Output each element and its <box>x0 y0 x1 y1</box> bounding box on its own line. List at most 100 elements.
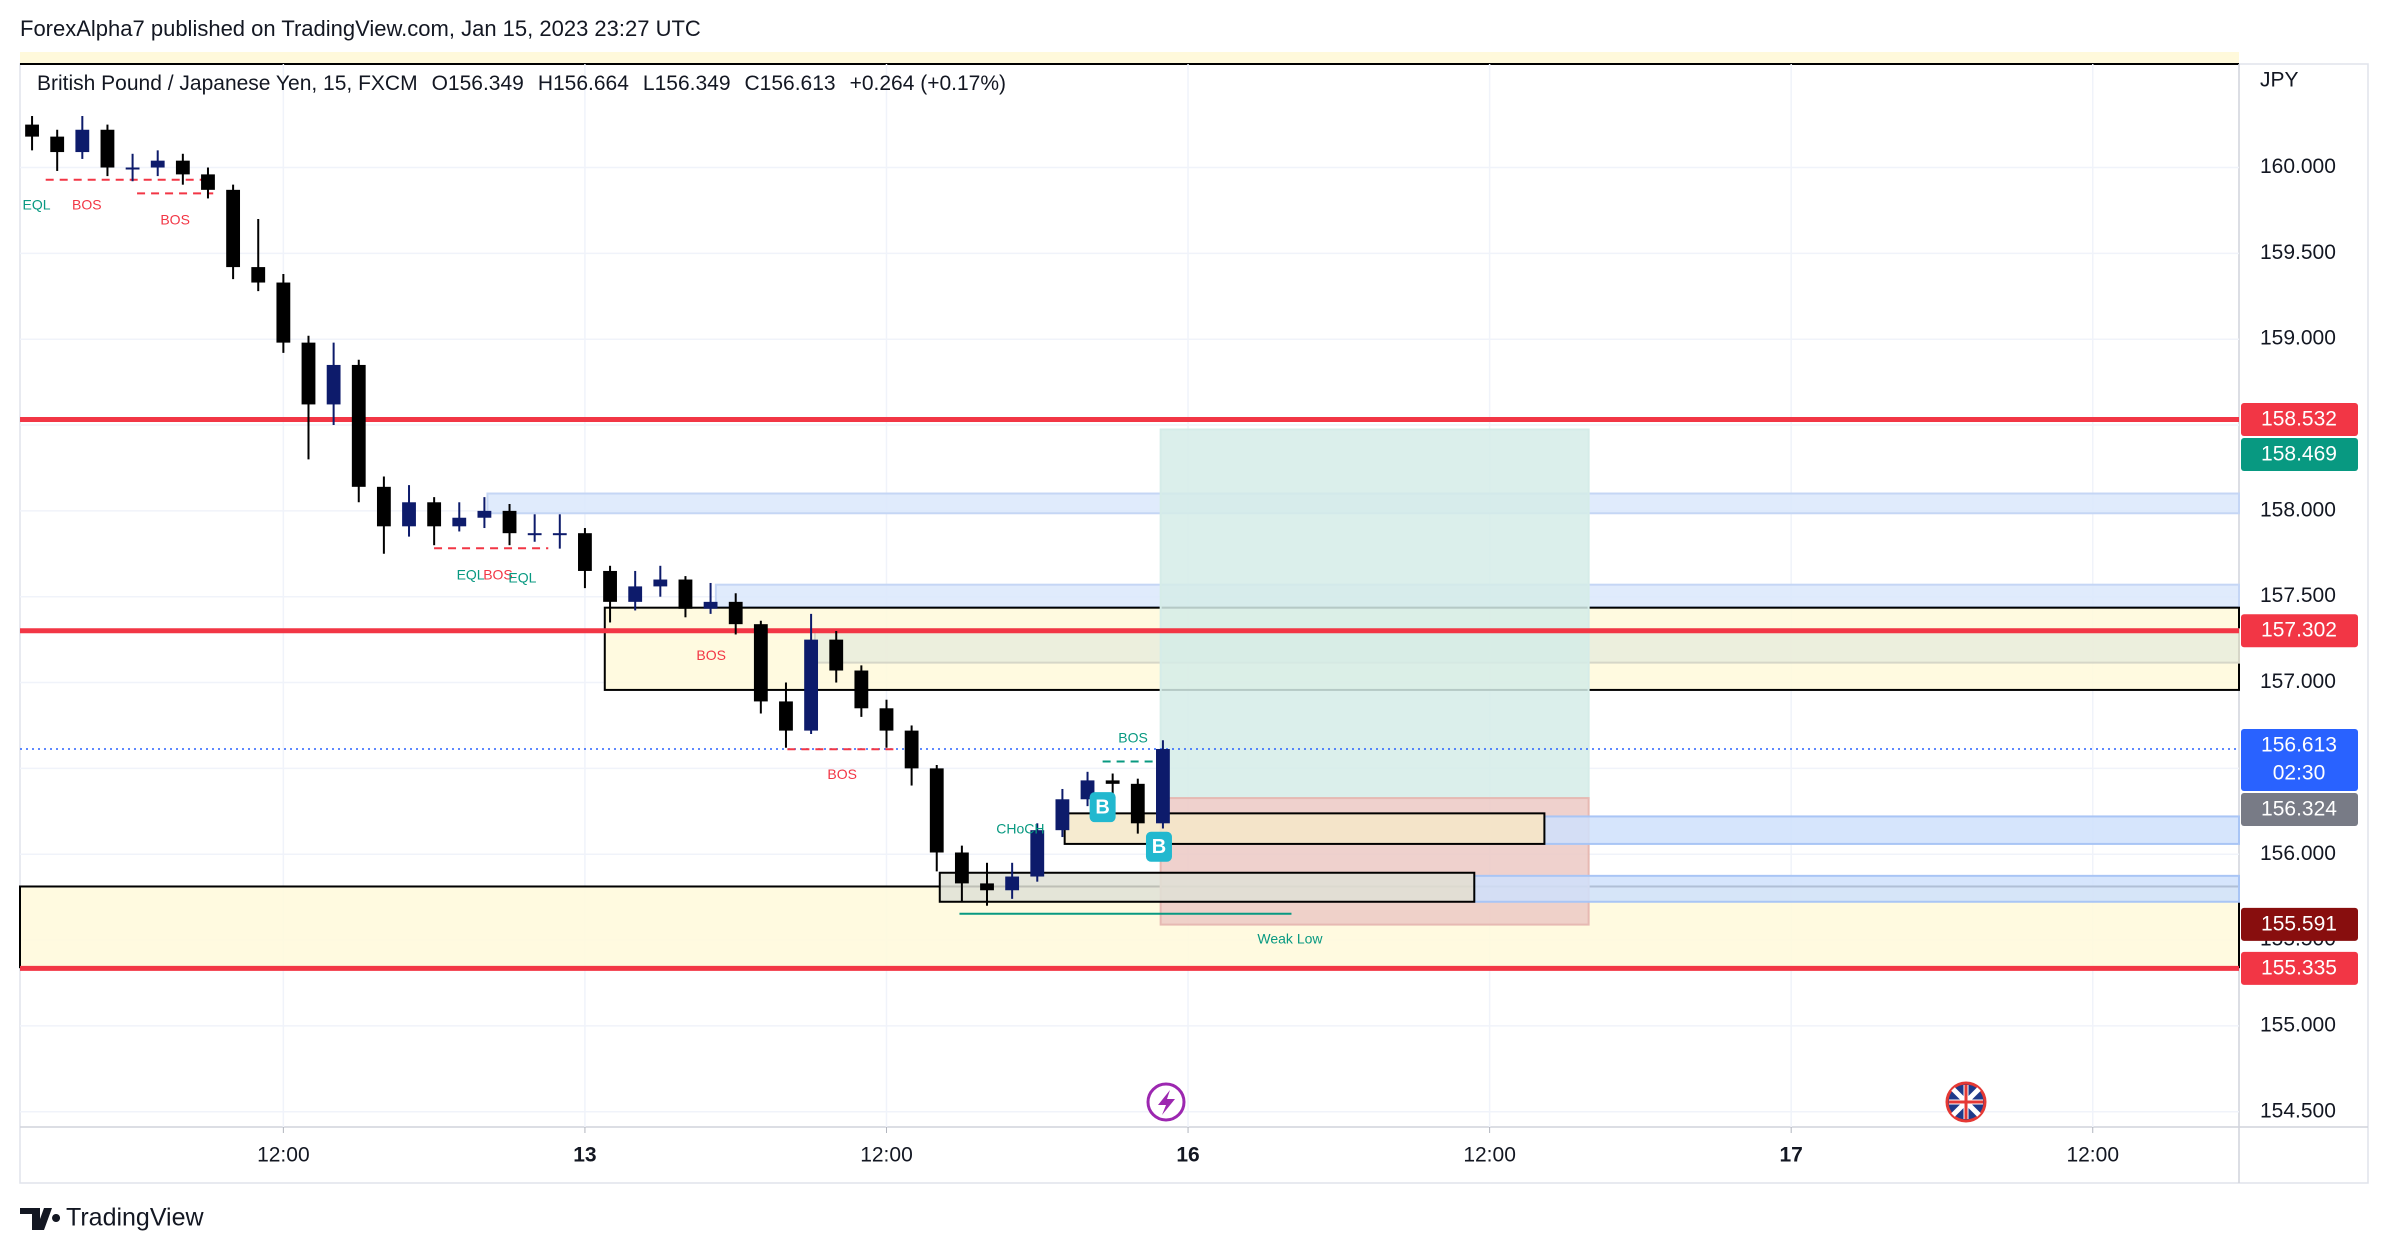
candle-body <box>502 510 517 534</box>
price-label <box>2241 792 2358 826</box>
title: British Pound / Japanese Yen, 15, FXCM <box>37 72 418 95</box>
candle-body <box>125 167 140 170</box>
price-label-text: 158.469 <box>2261 443 2337 466</box>
annotation: BOS <box>72 196 102 212</box>
price-label-text: 158.532 <box>2261 408 2337 431</box>
flag-cross-red <box>1949 1085 1983 1119</box>
candle-body <box>326 364 341 405</box>
annotation: BOS <box>483 566 513 582</box>
x-tick-label: 12:00 <box>257 1144 310 1167</box>
zone <box>1543 815 2241 845</box>
price-label <box>2241 403 2358 437</box>
x-tick-label: 17 <box>1779 1144 1802 1167</box>
candle-body <box>201 174 215 190</box>
price-label <box>2241 951 2358 985</box>
candle-body <box>376 486 391 527</box>
candle-body <box>954 852 969 884</box>
candle-body <box>728 601 743 625</box>
ohlc-open: O156.349 <box>432 72 524 95</box>
annotation: BOS <box>1118 729 1148 745</box>
price-label-text: 155.335 <box>2261 956 2337 979</box>
annotation: CHoCH <box>996 821 1044 837</box>
candle-body <box>929 768 944 853</box>
y-tick-label: 157.500 <box>2260 584 2336 607</box>
zone <box>1473 874 2240 903</box>
lightning <box>1158 1090 1175 1115</box>
candle-body <box>301 342 316 405</box>
price-label-text: 156.613 <box>2261 734 2337 757</box>
price-label-text: 157.302 <box>2261 619 2337 642</box>
candle-body <box>779 701 793 731</box>
y-tick-label: 155.000 <box>2260 1013 2336 1036</box>
currency: JPY <box>2260 69 2299 92</box>
annotation: BOS <box>160 212 190 228</box>
candle-body <box>427 502 442 527</box>
candle-body <box>829 639 844 671</box>
countdown: 02:30 <box>2273 762 2326 785</box>
y-tick-label: 158.000 <box>2260 498 2336 521</box>
candle-body <box>1156 748 1170 824</box>
candle-body <box>854 670 869 709</box>
x-tick-label: 13 <box>573 1144 596 1167</box>
ohlc-low: L156.349 <box>643 72 731 95</box>
price-label <box>2241 728 2358 791</box>
price-label <box>2241 614 2358 648</box>
candle-body <box>678 579 693 609</box>
signal-label: B <box>1095 796 1109 818</box>
candle-body <box>904 730 919 769</box>
candle-body <box>75 129 90 153</box>
candle-body <box>628 586 643 602</box>
candle-body <box>603 570 617 602</box>
zone <box>938 871 1476 903</box>
candle-body <box>452 517 467 527</box>
price-label-text: 155.591 <box>2261 912 2337 935</box>
y-tick-label: 154.500 <box>2260 1099 2336 1122</box>
ohlc-change: +0.264 (+0.17%) <box>850 72 1006 95</box>
annotation: BOS <box>827 766 857 782</box>
candle-body <box>879 708 894 731</box>
signal-badge <box>1089 792 1116 823</box>
price-label <box>2241 907 2358 941</box>
signal-label: B <box>1152 836 1166 858</box>
x-tick-label: 12:00 <box>1463 1144 1516 1167</box>
candle-body <box>552 533 567 536</box>
candle-body <box>100 129 115 168</box>
ohlc-high: H156.664 <box>538 72 629 95</box>
candle-body <box>1105 780 1120 784</box>
annotation: Weak Low <box>1257 930 1323 946</box>
footer-brand: TradingView <box>66 1204 205 1232</box>
annotation: EQL <box>457 566 485 582</box>
candle-body <box>804 639 819 731</box>
zone <box>1159 428 1590 800</box>
candle-body <box>175 160 190 175</box>
top-strip <box>20 52 2239 64</box>
price-label <box>2241 438 2358 472</box>
candle-body <box>276 282 291 343</box>
candle-body <box>1030 830 1045 877</box>
candle-body <box>1005 876 1020 891</box>
candle-body <box>1130 783 1145 824</box>
candle-body <box>527 533 542 536</box>
annotation: EQL <box>508 569 536 585</box>
y-tick-label: 160.000 <box>2260 155 2336 178</box>
candle-body <box>753 624 768 702</box>
x-tick-label: 16 <box>1176 1144 1199 1167</box>
y-tick-label: 159.500 <box>2260 241 2336 264</box>
candle-body <box>351 364 366 487</box>
y-tick-label: 157.000 <box>2260 670 2336 693</box>
annotation: EQL <box>23 196 51 212</box>
candle-body <box>226 189 241 268</box>
y-tick-label: 156.000 <box>2260 842 2336 865</box>
candle-body <box>477 510 492 518</box>
candle-body <box>703 601 718 609</box>
candle-body <box>150 160 165 168</box>
price-label-text: 156.324 <box>2261 798 2337 821</box>
candle-body <box>50 136 65 153</box>
candle-body <box>251 267 266 283</box>
candle-body <box>25 124 39 137</box>
y-tick-label: 159.000 <box>2260 327 2336 350</box>
signal-badge <box>1145 831 1172 862</box>
chart-title: British Pound / Japanese Yen, 15, FXCM O1… <box>37 72 1006 95</box>
x-tick-label: 12:00 <box>860 1144 913 1167</box>
